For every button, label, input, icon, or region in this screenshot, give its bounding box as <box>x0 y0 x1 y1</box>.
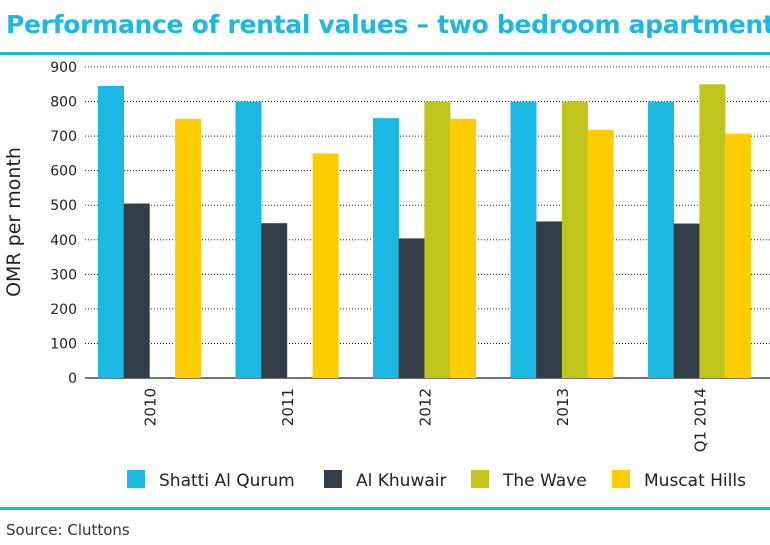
footer-rule <box>0 507 770 510</box>
legend-label: Muscat Hills <box>644 471 746 491</box>
x-tick-label: 2012 <box>416 388 434 426</box>
bar <box>98 86 124 378</box>
legend-swatch <box>471 470 489 488</box>
bar <box>587 129 614 378</box>
y-tick-label: 300 <box>50 267 77 283</box>
y-tick-label: 600 <box>50 164 77 180</box>
x-tick-label: Q1 2014 <box>691 388 709 452</box>
x-tick-label: 2010 <box>141 388 159 426</box>
y-tick-label: 900 <box>50 60 77 76</box>
legend-label: Al Khuwair <box>356 471 447 491</box>
x-tick-label: 2013 <box>554 388 572 426</box>
bar <box>424 101 451 379</box>
bar <box>261 223 288 378</box>
bar <box>536 221 563 378</box>
y-tick-label: 0 <box>68 371 77 387</box>
y-tick-label: 200 <box>50 302 77 318</box>
bar <box>725 133 752 378</box>
y-tick-label: 100 <box>50 336 77 352</box>
bar <box>673 223 700 378</box>
bar <box>699 84 726 379</box>
bar-chart: 0 100 200 300 400 500 600 700 800 900 OMR per mont… <box>3 60 770 491</box>
bar <box>235 101 262 379</box>
legend-label: Shatti Al Qurum <box>159 471 295 491</box>
y-tick-label: 800 <box>50 95 77 111</box>
legend-swatch <box>612 470 630 488</box>
bar <box>312 153 339 378</box>
chart-title: Performance of rental values – two bedro… <box>6 10 770 39</box>
title-rule <box>0 52 770 55</box>
bar <box>175 118 202 378</box>
x-tick-label: 2011 <box>279 388 297 426</box>
bar <box>648 101 674 379</box>
y-tick-label: 400 <box>50 233 77 249</box>
legend-swatch <box>324 470 342 488</box>
bar <box>510 101 537 379</box>
y-tick-label: 500 <box>50 198 77 214</box>
bar <box>561 101 588 379</box>
y-tick-label: 700 <box>50 129 77 145</box>
bar <box>373 118 399 379</box>
bar <box>123 203 150 378</box>
legend-swatch <box>127 470 145 488</box>
legend-label: The Wave <box>502 471 587 491</box>
source-note: Source: Cluttons <box>6 521 130 539</box>
bar <box>398 238 425 378</box>
y-axis-label: OMR per month <box>3 147 25 297</box>
bar <box>450 118 477 378</box>
